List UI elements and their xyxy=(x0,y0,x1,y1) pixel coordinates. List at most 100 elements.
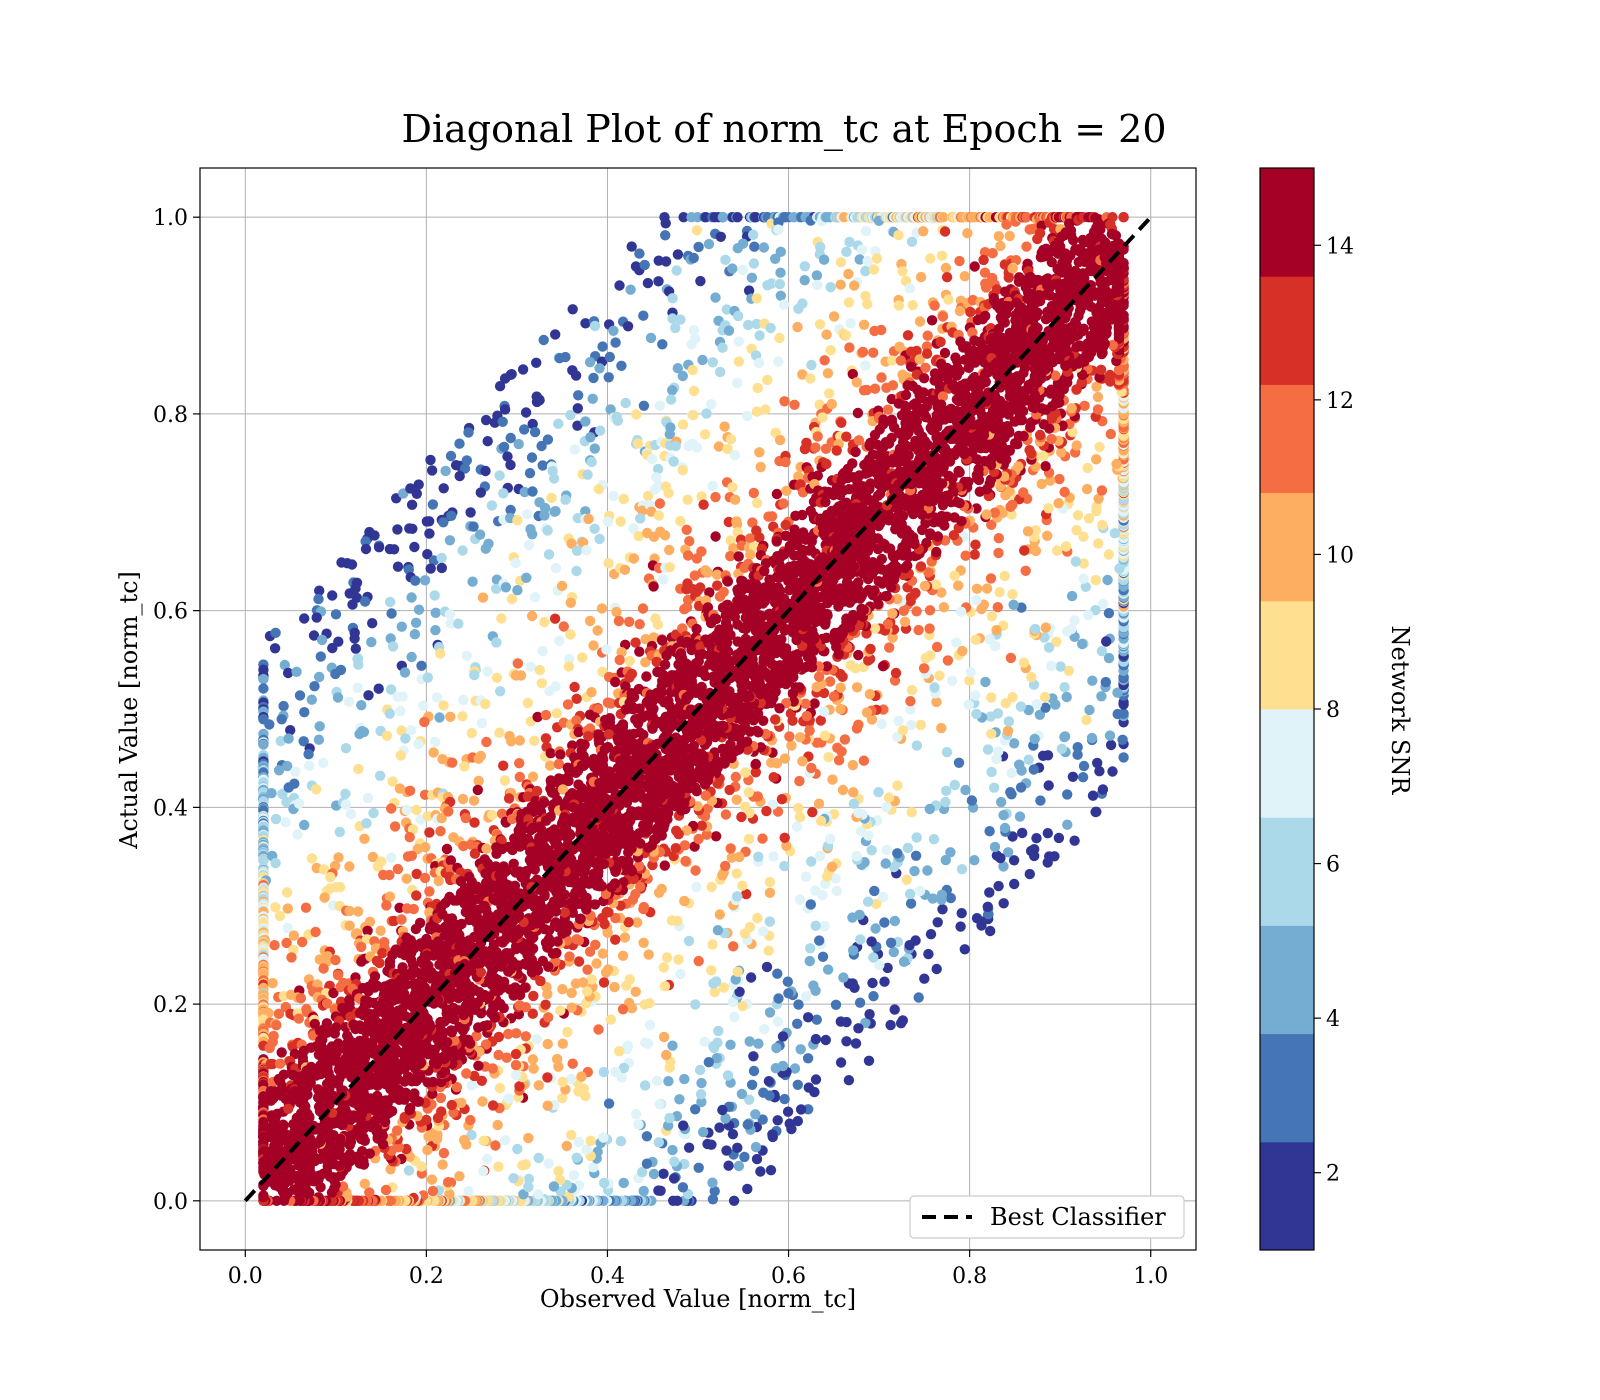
scatter-point xyxy=(589,320,601,332)
scatter-point xyxy=(664,562,675,573)
scatter-point xyxy=(282,667,294,679)
scatter-point xyxy=(882,962,893,974)
scatter-point xyxy=(595,425,606,436)
scatter-point xyxy=(589,443,600,454)
scatter-point xyxy=(510,1048,522,1060)
scatter-point xyxy=(573,726,584,738)
scatter-point xyxy=(770,1063,781,1074)
scatter-point xyxy=(732,966,743,977)
scatter-point xyxy=(442,1177,454,1188)
scatter-point xyxy=(773,993,784,1004)
scatter-point xyxy=(733,336,744,347)
scatter-point xyxy=(843,1075,855,1086)
scatter-point xyxy=(592,625,603,636)
scatter-point xyxy=(598,1132,609,1143)
scatter-point xyxy=(352,682,363,693)
scatter-point xyxy=(622,321,634,332)
scatter-point xyxy=(870,923,881,934)
scatter-point xyxy=(344,920,355,931)
scatter-point xyxy=(381,900,392,911)
scatter-point xyxy=(563,775,574,787)
scatter-point xyxy=(1032,233,1043,245)
scatter-point xyxy=(434,712,445,723)
scatter-point xyxy=(446,510,457,521)
scatter-point xyxy=(764,1007,776,1018)
scatter-point xyxy=(757,833,768,844)
scatter-point xyxy=(792,321,803,333)
scatter-point xyxy=(922,330,933,341)
scatter-point xyxy=(681,602,693,613)
scatter-point xyxy=(805,943,816,954)
scatter-point xyxy=(1111,458,1122,470)
scatter-point xyxy=(585,432,596,443)
scatter-point xyxy=(536,678,547,689)
scatter-point xyxy=(609,878,621,889)
scatter-point xyxy=(529,426,541,438)
scatter-point xyxy=(350,643,361,654)
scatter-point xyxy=(794,811,806,823)
scatter-point xyxy=(586,456,597,468)
scatter-point xyxy=(292,829,303,840)
scatter-point xyxy=(863,655,874,666)
scatter-point xyxy=(653,1137,664,1148)
scatter-point xyxy=(1018,487,1029,498)
scatter-point xyxy=(466,1080,477,1091)
scatter-point xyxy=(745,972,757,983)
scatter-point xyxy=(720,1113,731,1124)
scatter-point xyxy=(562,1026,573,1038)
scatter-point xyxy=(526,452,538,463)
scatter-point xyxy=(731,868,742,879)
scatter-point xyxy=(954,255,965,267)
scatter-point xyxy=(772,968,783,979)
scatter-point xyxy=(519,486,530,498)
scatter-point xyxy=(1022,526,1034,537)
scatter-point xyxy=(1077,772,1089,783)
scatter-point xyxy=(840,330,852,341)
scatter-point xyxy=(780,519,791,531)
scatter-point xyxy=(413,604,425,615)
scatter-point xyxy=(835,257,847,268)
scatter-point xyxy=(422,549,433,560)
scatter-point xyxy=(360,543,372,555)
scatter-point xyxy=(825,345,836,356)
scatter-point xyxy=(751,406,763,417)
scatter-point xyxy=(610,676,621,688)
scatter-point xyxy=(610,1066,621,1078)
scatter-point xyxy=(1013,430,1025,442)
scatter-point xyxy=(274,910,286,922)
scatter-point xyxy=(955,606,967,617)
scatter-point xyxy=(624,616,635,627)
scatter-point xyxy=(318,864,330,875)
scatter-point xyxy=(1007,692,1018,703)
scatter-point xyxy=(837,784,849,796)
scatter-point xyxy=(630,637,641,648)
scatter-point xyxy=(1007,263,1018,274)
scatter-point xyxy=(258,739,269,750)
scatter-point xyxy=(690,999,701,1010)
scatter-point xyxy=(315,651,326,662)
scatter-point xyxy=(924,605,936,616)
scatter-point xyxy=(868,952,879,963)
scatter-point xyxy=(1087,790,1099,801)
scatter-point xyxy=(1101,636,1112,647)
scatter-point xyxy=(749,241,760,252)
scatter-point xyxy=(614,280,625,291)
scatter-point xyxy=(835,1016,846,1027)
scatter-point xyxy=(977,314,988,325)
scatter-point xyxy=(848,798,860,809)
scatter-point xyxy=(524,468,536,479)
scatter-point xyxy=(663,487,674,499)
scatter-point xyxy=(940,854,951,866)
scatter-point xyxy=(335,664,347,676)
scatter-point xyxy=(424,827,435,838)
scatter-point xyxy=(404,785,416,796)
scatter-point xyxy=(667,293,678,304)
scatter-point xyxy=(1043,503,1054,514)
scatter-point xyxy=(311,784,322,795)
scatter-point xyxy=(446,1099,457,1111)
scatter-point xyxy=(1054,473,1065,485)
scatter-point xyxy=(381,730,393,741)
scatter-point xyxy=(978,254,989,266)
scatter-point xyxy=(761,805,772,817)
scatter-point xyxy=(673,954,684,965)
